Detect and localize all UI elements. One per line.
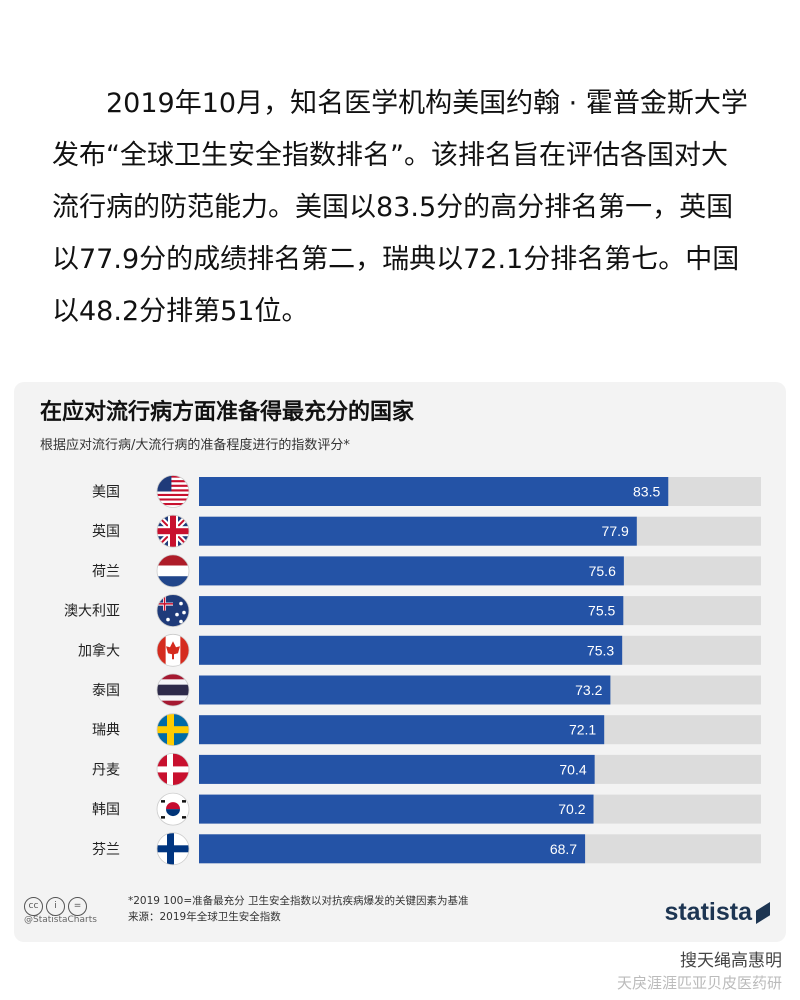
- bar: [199, 516, 637, 546]
- value-label: 83.5: [633, 484, 660, 500]
- statista-logo: statista: [664, 898, 770, 927]
- canada-flag-icon: [156, 633, 190, 667]
- bar-row: 丹麦 70.4: [92, 752, 761, 786]
- bar: [199, 794, 594, 824]
- bar-row: 澳大利亚 75.5: [64, 594, 761, 628]
- footnote-text: *2019 100=准备最充分 卫生安全指数以对抗疾病爆发的关键因素为基准: [128, 895, 469, 907]
- australia-flag-icon: [156, 594, 190, 628]
- thailand-flag-icon: [156, 673, 190, 707]
- category-label: 芬兰: [92, 842, 120, 858]
- chart-card: 在应对流行病方面准备得最充分的国家 根据应对流行病/大流行病的准备程度进行的指数…: [14, 382, 786, 942]
- denmark-flag-icon: [156, 752, 190, 786]
- bar-row: 荷兰 75.6: [92, 554, 761, 588]
- bar-row: 芬兰 68.7: [92, 832, 761, 866]
- bar-chart: 美国 83.5 英国 77.9 荷兰 75.6 澳大利亚 75.5 加拿大 75.3 泰国 73.2 瑞…: [64, 475, 761, 866]
- bar: [199, 715, 605, 745]
- statista-logo-icon: [756, 902, 770, 924]
- bar: [199, 754, 595, 784]
- category-label: 荷兰: [92, 564, 120, 580]
- category-label: 丹麦: [92, 762, 120, 778]
- watermark-line-1: 搜天绳高惠明: [680, 951, 782, 971]
- bar: [199, 834, 586, 864]
- value-label: 77.9: [602, 523, 629, 539]
- value-label: 72.1: [569, 722, 596, 738]
- value-label: 75.5: [588, 603, 615, 619]
- bar-row: 韩国 70.2: [92, 792, 761, 826]
- article: 2019年10月，知名医学机构美国约翰 · 霍普金斯大学发布“全球卫生安全指数排…: [52, 78, 752, 338]
- bar-row: 加拿大 75.3: [78, 633, 761, 667]
- source-text: 来源：2019年全球卫生安全指数: [128, 911, 281, 923]
- bar: [199, 596, 624, 626]
- uk-flag-icon: [156, 514, 190, 548]
- category-label: 美国: [92, 485, 120, 501]
- chart-title: 在应对流行病方面准备得最充分的国家: [40, 400, 415, 425]
- bar-row: 瑞典 72.1: [92, 713, 761, 747]
- attribution-icon: i: [46, 897, 65, 916]
- category-label: 韩国: [92, 802, 120, 818]
- bar: [199, 635, 623, 665]
- statista-handle: @StatistaCharts: [24, 915, 97, 925]
- category-label: 瑞典: [92, 723, 120, 739]
- korea-flag-icon: [156, 792, 190, 826]
- watermark-line-2: 天戾涯涯匹亚贝皮医药研: [616, 974, 782, 992]
- bar-row: 英国 77.9: [92, 514, 761, 548]
- value-label: 68.7: [550, 841, 577, 857]
- category-label: 澳大利亚: [64, 604, 120, 620]
- category-label: 英国: [92, 523, 120, 540]
- license-icons: cc i =: [24, 893, 90, 916]
- no-derivatives-icon: =: [68, 897, 87, 916]
- statista-logo-text: statista: [664, 898, 752, 926]
- bar: [199, 675, 611, 705]
- netherlands-flag-icon: [156, 554, 190, 588]
- value-label: 70.2: [558, 801, 585, 817]
- sweden-flag-icon: [156, 713, 190, 747]
- value-label: 73.2: [575, 682, 602, 698]
- chart-footnote: *2019 100=准备最充分 卫生安全指数以对抗疾病爆发的关键因素为基准 来源…: [128, 893, 469, 925]
- us-flag-icon: [156, 475, 190, 508]
- value-label: 75.6: [589, 563, 616, 579]
- value-label: 70.4: [559, 761, 586, 777]
- category-label: 泰国: [92, 683, 120, 699]
- chart-subtitle: 根据应对流行病/大流行病的准备程度进行的指数评分*: [40, 438, 350, 453]
- bar: [199, 477, 669, 506]
- watermark: 搜天绳高惠明 天戾涯涯匹亚贝皮医药研: [617, 950, 782, 994]
- bar-row: 泰国 73.2: [92, 673, 761, 707]
- value-label: 75.3: [587, 642, 614, 658]
- bar: [199, 556, 624, 586]
- bar-row: 美国 83.5: [92, 475, 761, 508]
- finland-flag-icon: [156, 832, 190, 866]
- cc-icon: cc: [24, 897, 43, 916]
- category-label: 加拿大: [78, 642, 120, 659]
- article-paragraph: 2019年10月，知名医学机构美国约翰 · 霍普金斯大学发布“全球卫生安全指数排…: [52, 88, 748, 327]
